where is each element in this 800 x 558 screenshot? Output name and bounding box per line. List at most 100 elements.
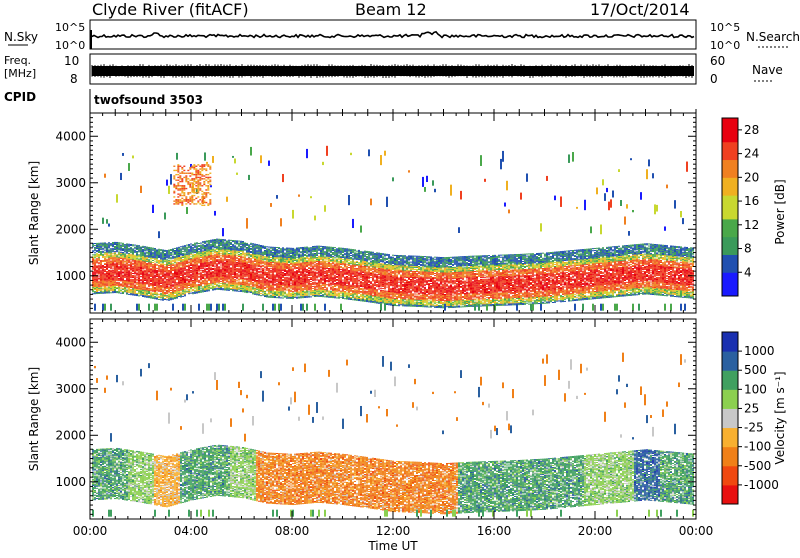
- power-cell: [224, 247, 226, 249]
- power-cell: [244, 281, 246, 283]
- power-cell: [248, 250, 250, 252]
- power-cell: [210, 267, 212, 269]
- power-cell: [274, 297, 276, 299]
- power-cell: [170, 292, 172, 294]
- power-cell: [116, 246, 118, 248]
- power-cell: [300, 276, 302, 278]
- power-cell: [166, 271, 168, 273]
- power-cell: [164, 253, 166, 256]
- power-cell: [188, 265, 190, 267]
- power-cell: [242, 261, 244, 263]
- power-cell: [258, 247, 260, 249]
- power-cell: [152, 278, 154, 280]
- power-cell: [130, 275, 132, 277]
- power-cell: [192, 286, 194, 288]
- power-cell: [216, 288, 218, 290]
- power-cell: [192, 275, 194, 277]
- power-cell: [256, 245, 258, 247]
- power-cell: [146, 289, 148, 291]
- power-cell: [182, 259, 184, 261]
- power-cell: [296, 270, 298, 272]
- power-cell: [194, 264, 196, 266]
- power-cell: [298, 271, 300, 273]
- power-cell: [264, 262, 266, 264]
- power-cell: [288, 269, 290, 271]
- power-cell: [108, 271, 110, 273]
- power-cell: [182, 282, 184, 284]
- power-cell: [166, 253, 168, 255]
- power-cell: [260, 288, 262, 291]
- power-cell: [280, 294, 282, 296]
- power-cell: [260, 282, 262, 284]
- power-cell: [138, 277, 140, 279]
- power-cell: [242, 303, 244, 311]
- power-cell: [268, 274, 270, 276]
- power-cell: [122, 276, 124, 278]
- power-cell: [162, 252, 164, 254]
- power-cell: [250, 259, 252, 261]
- power-cell: [206, 254, 208, 256]
- power-cell: [192, 254, 194, 256]
- power-cell: [256, 258, 258, 260]
- power-cell: [210, 265, 212, 267]
- power-cell: [214, 250, 216, 252]
- power-cell: [190, 252, 192, 254]
- power-cell: [240, 290, 242, 292]
- power-cell: [120, 257, 122, 259]
- power-cell: [232, 266, 234, 268]
- power-cell: [188, 276, 190, 278]
- power-cell: [186, 284, 188, 286]
- power-cell: [232, 283, 234, 285]
- power-cell: [270, 268, 272, 270]
- power-cell: [226, 244, 228, 246]
- power-cell: [242, 266, 244, 268]
- power-cell: [214, 256, 216, 258]
- power-cell: [280, 261, 282, 263]
- power-cell: [112, 280, 114, 282]
- power-cell: [232, 262, 234, 264]
- power-cell: [142, 286, 144, 288]
- power-cell: [184, 291, 186, 293]
- power-cell: [282, 285, 284, 287]
- power-cell: [114, 286, 116, 288]
- power-cell: [182, 256, 184, 258]
- power-cell: [238, 261, 240, 263]
- power-cell: [190, 249, 192, 251]
- power-cell: [242, 273, 244, 275]
- power-cell: [176, 249, 178, 251]
- power-cell: [226, 267, 228, 269]
- power-cell: [258, 268, 260, 270]
- power-cell: [200, 265, 202, 267]
- power-cell: [310, 256, 312, 258]
- power-cell: [194, 278, 196, 280]
- power-cell: [190, 267, 192, 269]
- power-cell: [230, 277, 232, 279]
- power-cell: [214, 288, 216, 290]
- power-cell: [218, 272, 220, 274]
- power-cell: [262, 274, 264, 276]
- power-cell: [146, 278, 148, 280]
- power-cell: [174, 272, 176, 274]
- power-cell: [124, 285, 126, 287]
- power-cell: [182, 267, 184, 269]
- power-cell: [180, 260, 182, 262]
- power-cell: [124, 246, 126, 248]
- power-cell: [230, 258, 232, 260]
- power-cell: [218, 284, 220, 286]
- power-cell: [224, 287, 226, 289]
- power-cell: [246, 264, 248, 266]
- power-cell: [228, 270, 230, 272]
- power-cell: [300, 290, 302, 292]
- power-cell: [250, 282, 252, 284]
- power-cell: [306, 287, 308, 289]
- power-cell: [250, 258, 252, 260]
- power-cell: [154, 297, 156, 299]
- power-cell: [128, 273, 130, 275]
- power-cell: [100, 254, 102, 256]
- power-cell: [142, 256, 144, 258]
- power-cell: [120, 273, 122, 275]
- power-cell: [122, 252, 124, 254]
- power-cell: [164, 273, 166, 275]
- power-cell: [282, 255, 284, 257]
- power-cell: [270, 288, 272, 290]
